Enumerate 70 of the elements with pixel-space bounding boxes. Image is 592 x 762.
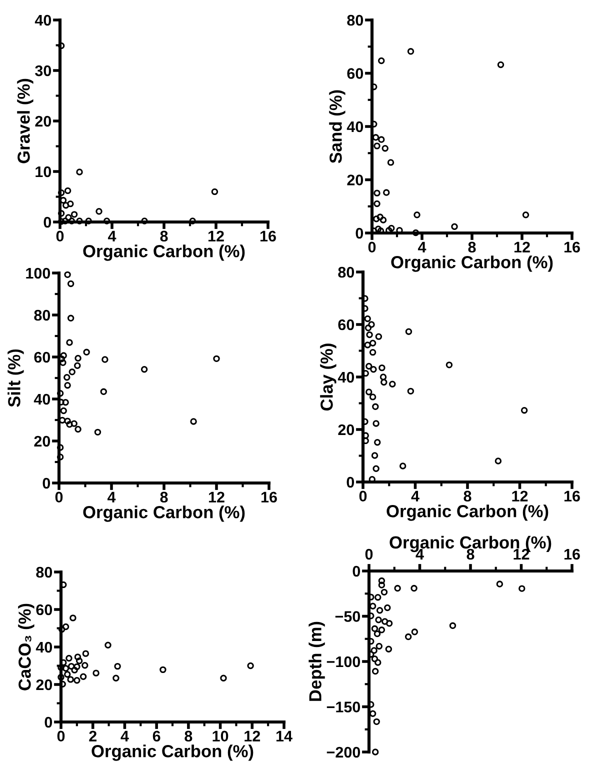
y-axis-title: CaCO₃ (%): [18, 604, 34, 690]
y-tick-label: 80: [34, 310, 50, 321]
x-tick-label: 14: [276, 730, 292, 742]
y-tick-label: 0: [42, 478, 50, 489]
x-tick-label: 6: [152, 730, 160, 742]
y-tick-label: 60: [338, 319, 354, 330]
y-tick-label: 100: [26, 268, 50, 279]
x-tick-label: 0: [365, 548, 373, 560]
y-tick-label: −200: [326, 746, 360, 758]
x-tick-label: 8: [184, 730, 192, 742]
x-tick-label: 2: [89, 730, 96, 742]
y-tick-label: 80: [338, 266, 354, 278]
y-tick-label: −50: [335, 611, 360, 622]
y-tick-label: 40: [36, 642, 52, 653]
y-tick-label: 0: [352, 566, 360, 577]
x-tick-label: 16: [564, 548, 580, 560]
x-axis-title: Organic Carbon (%): [92, 744, 254, 761]
y-tick-label: 20: [35, 116, 52, 127]
y-tick-label: 10: [36, 166, 52, 178]
x-axis-title: Organic Carbon (%): [83, 244, 245, 261]
y-tick-label: −100: [326, 656, 360, 668]
y-tick-label: 20: [338, 424, 354, 436]
x-tick-label: 16: [261, 492, 277, 503]
x-tick-label: 0: [368, 242, 376, 253]
y-tick-label: 80: [36, 566, 52, 578]
y-tick-label: 0: [44, 716, 52, 728]
x-tick-label: 0: [55, 492, 63, 503]
x-tick-label: 4: [120, 730, 129, 742]
x-axis-title: Organic Carbon (%): [83, 506, 245, 522]
x-tick-label: 0: [57, 730, 65, 742]
y-axis-title: Sand (%): [329, 90, 346, 164]
y-tick-label: 0: [346, 476, 354, 488]
x-tick-label: 12: [244, 730, 260, 742]
y-tick-label: 30: [35, 65, 52, 76]
y-tick-label: 80: [347, 14, 364, 26]
x-tick-label: 12: [208, 492, 224, 502]
x-tick-label: 10: [212, 730, 228, 742]
y-tick-label: 60: [36, 604, 52, 616]
y-tick-label: 40: [34, 14, 52, 26]
x-tick-label: 16: [564, 490, 580, 502]
y-tick-label: −150: [326, 702, 360, 712]
y-axis-title: Gravel (%): [17, 78, 34, 164]
y-axis-title: Clay (%): [320, 344, 336, 411]
x-tick-label: 4: [108, 230, 116, 242]
y-tick-label: 60: [34, 352, 50, 363]
y-tick-label: 40: [338, 372, 354, 383]
x-tick-label: 0: [56, 230, 64, 242]
x-tick-label: 8: [160, 492, 168, 503]
y-axis-title: Silt (%): [8, 349, 24, 407]
x-tick-label: 12: [208, 230, 224, 242]
y-tick-label: 20: [347, 174, 364, 186]
x-tick-label: 12: [512, 490, 528, 502]
x-tick-label: 4: [107, 492, 116, 502]
y-tick-label: 40: [34, 394, 50, 405]
x-axis-title: Organic Carbon (%): [386, 504, 548, 521]
y-tick-label: 20: [34, 436, 50, 447]
y-axis-title: Depth (m): [308, 622, 325, 701]
y-tick-label: 0: [44, 216, 52, 228]
x-tick-label: 16: [260, 230, 276, 242]
x-tick-label: 8: [468, 242, 476, 253]
x-tick-label: 12: [514, 242, 530, 252]
x-tick-label: 16: [564, 242, 580, 253]
y-tick-label: 60: [347, 68, 364, 79]
x-tick-label: 8: [464, 490, 472, 502]
y-tick-label: 20: [36, 679, 52, 690]
x-tick-label: 4: [418, 242, 426, 252]
x-tick-label: 4: [411, 490, 420, 502]
x-tick-label: 8: [160, 230, 168, 242]
y-tick-label: 40: [346, 121, 364, 132]
x-axis-title: Organic Carbon (%): [391, 256, 553, 272]
